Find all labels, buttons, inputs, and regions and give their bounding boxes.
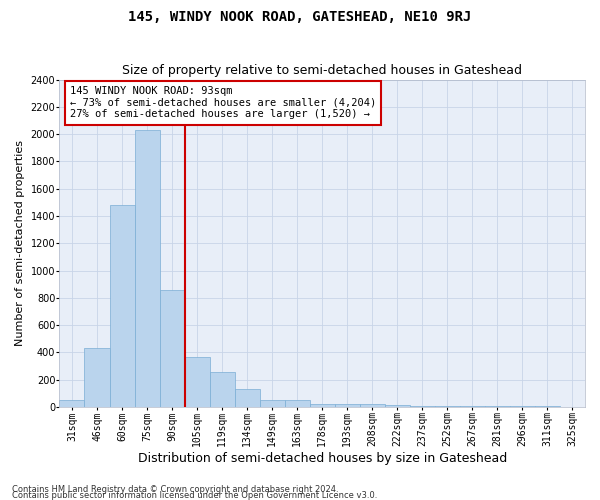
X-axis label: Distribution of semi-detached houses by size in Gateshead: Distribution of semi-detached houses by …	[137, 452, 507, 465]
Bar	[59, 400, 85, 407]
Bar	[460, 406, 485, 407]
Bar	[284, 400, 310, 407]
Text: 145, WINDY NOOK ROAD, GATESHEAD, NE10 9RJ: 145, WINDY NOOK ROAD, GATESHEAD, NE10 9R…	[128, 10, 472, 24]
Text: 145 WINDY NOOK ROAD: 93sqm
← 73% of semi-detached houses are smaller (4,204)
27%: 145 WINDY NOOK ROAD: 93sqm ← 73% of semi…	[70, 86, 376, 120]
Y-axis label: Number of semi-detached properties: Number of semi-detached properties	[15, 140, 25, 346]
Bar	[185, 356, 209, 407]
Bar	[134, 130, 160, 407]
Bar	[485, 406, 510, 407]
Bar	[209, 372, 235, 407]
Bar	[85, 348, 110, 407]
Bar	[435, 406, 460, 407]
Text: Contains HM Land Registry data © Crown copyright and database right 2024.: Contains HM Land Registry data © Crown c…	[12, 485, 338, 494]
Text: Contains public sector information licensed under the Open Government Licence v3: Contains public sector information licen…	[12, 491, 377, 500]
Bar	[110, 205, 134, 407]
Bar	[360, 404, 385, 407]
Bar	[335, 404, 360, 407]
Bar	[410, 406, 435, 407]
Bar	[385, 405, 410, 407]
Bar	[235, 390, 260, 407]
Bar	[535, 406, 560, 407]
Bar	[260, 400, 284, 407]
Bar	[510, 406, 535, 407]
Title: Size of property relative to semi-detached houses in Gateshead: Size of property relative to semi-detach…	[122, 64, 522, 77]
Bar	[160, 290, 185, 407]
Bar	[310, 404, 335, 407]
